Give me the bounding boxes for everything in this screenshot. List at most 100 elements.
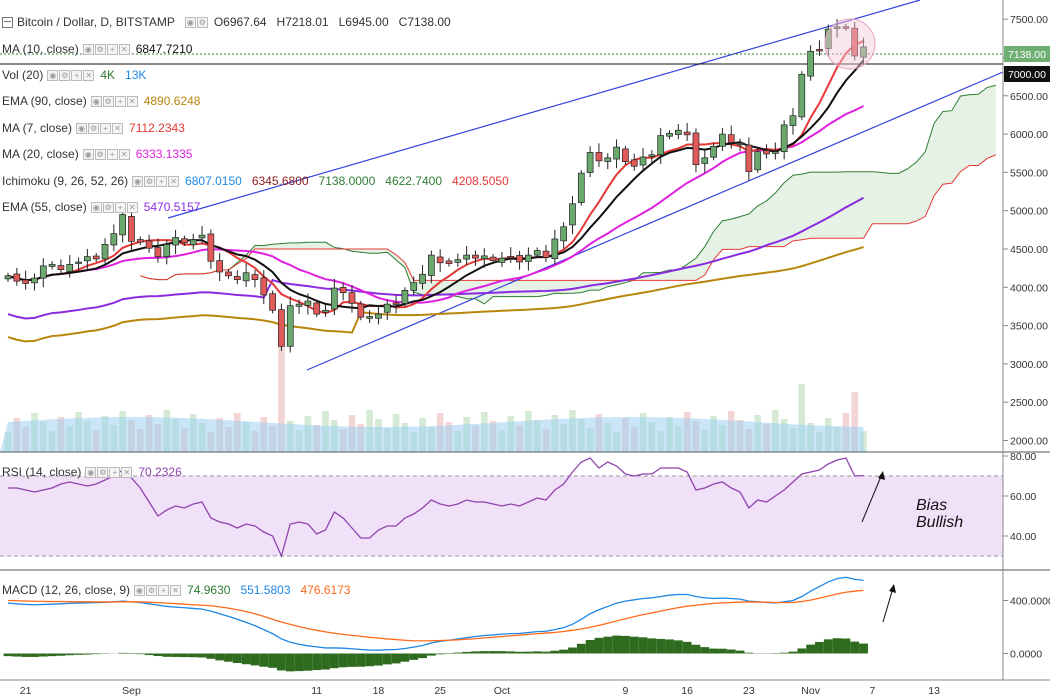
macd-label[interactable]: MACD (12, 26, close, 9) [2, 583, 131, 597]
macd-histogram-bar [612, 635, 621, 654]
add-icon[interactable]: + [114, 201, 126, 213]
macd-histogram-bar [153, 653, 163, 657]
settings-icon[interactable]: ⚙ [97, 466, 109, 478]
macd-panel[interactable] [3, 576, 896, 672]
close-icon[interactable]: ✕ [83, 69, 95, 81]
close-icon[interactable]: ✕ [118, 43, 130, 55]
macd-histogram-bar [285, 653, 295, 672]
close-icon[interactable]: ✕ [112, 122, 124, 134]
candle [304, 293, 312, 315]
add-icon[interactable]: + [109, 466, 121, 478]
eye-icon[interactable]: ◉ [184, 16, 196, 28]
indicator-value: 7112.2343 [129, 121, 185, 135]
macd-histogram-bar [532, 651, 542, 654]
add-icon[interactable]: + [71, 69, 83, 81]
close-icon[interactable]: ✕ [126, 201, 138, 213]
indicator-name[interactable]: MA (7, close) [2, 121, 73, 135]
eye-icon[interactable]: ◉ [132, 175, 144, 187]
macd-histogram-bar [30, 653, 39, 657]
indicator-name[interactable]: MA (20, close) [2, 147, 79, 161]
candle-body [401, 290, 409, 304]
bias-annotation: Bias Bullish [916, 497, 963, 531]
legend-buttons[interactable]: ◉ ⚙ + ✕ [90, 201, 138, 213]
settings-icon[interactable]: ⚙ [144, 175, 156, 187]
legend-buttons[interactable]: ◉ ⚙ + ✕ [132, 175, 180, 187]
candle-body [507, 255, 515, 259]
settings-icon[interactable]: ⚙ [196, 16, 208, 28]
legend-buttons[interactable]: ◉ ⚙ + ✕ [82, 43, 130, 55]
candle [207, 229, 215, 269]
candle [242, 263, 250, 287]
candle-body [57, 265, 65, 271]
eye-icon[interactable]: ◉ [82, 43, 94, 55]
legend-buttons[interactable]: ◉ ⚙ [184, 16, 208, 28]
x-tick-label: 25 [434, 685, 446, 697]
close-icon[interactable]: ✕ [118, 148, 130, 160]
close-icon[interactable]: ✕ [121, 466, 133, 478]
macd-histogram-bar [638, 637, 648, 654]
add-icon[interactable]: + [156, 175, 168, 187]
macd-histogram-bar [277, 653, 286, 671]
candle [666, 130, 673, 140]
legend-buttons[interactable]: ◉ ⚙ + ✕ [85, 466, 133, 478]
x-tick-label: Sep [122, 685, 141, 697]
macd-histogram-bar [329, 653, 339, 669]
rsi-label[interactable]: RSI (14, close) [2, 465, 82, 479]
candle-body [701, 157, 709, 164]
eye-icon[interactable]: ◉ [85, 466, 97, 478]
settings-icon[interactable]: ⚙ [146, 584, 158, 596]
close-icon[interactable]: ✕ [126, 95, 138, 107]
indicator-name[interactable]: EMA (90, close) [2, 94, 87, 108]
add-icon[interactable]: + [114, 95, 126, 107]
settings-icon[interactable]: ⚙ [94, 43, 106, 55]
eye-icon[interactable]: ◉ [90, 201, 102, 213]
add-icon[interactable]: + [106, 43, 118, 55]
macd-legend: MACD (12, 26, close, 9) ◉ ⚙ + ✕ 74.9630 551… [2, 581, 361, 599]
indicator-name[interactable]: Ichimoku (9, 26, 52, 26) [2, 174, 129, 188]
indicator-name[interactable]: Vol (20) [2, 68, 44, 82]
candle [339, 282, 347, 301]
settings-icon[interactable]: ⚙ [102, 95, 114, 107]
eye-icon[interactable]: ◉ [82, 148, 94, 160]
candle-body [525, 254, 532, 262]
rsi-panel[interactable] [0, 457, 1003, 558]
close-icon[interactable]: ✕ [168, 175, 180, 187]
settings-icon[interactable]: ⚙ [94, 148, 106, 160]
legend-buttons[interactable]: ◉ ⚙ + ✕ [90, 95, 138, 107]
collapse-icon[interactable] [2, 16, 13, 28]
candle [428, 250, 435, 284]
price-panel[interactable] [0, 0, 1004, 452]
settings-icon[interactable]: ⚙ [102, 201, 114, 213]
candle [410, 276, 418, 295]
eye-icon[interactable]: ◉ [90, 95, 102, 107]
close-icon[interactable]: ✕ [170, 584, 182, 596]
macd-hist-value: 74.9630 [187, 583, 231, 597]
eye-icon[interactable]: ◉ [47, 69, 59, 81]
eye-icon[interactable]: ◉ [134, 584, 146, 596]
candle-body [163, 244, 171, 257]
candle-body [454, 259, 462, 263]
add-icon[interactable]: + [106, 148, 118, 160]
legend-buttons[interactable]: ◉ ⚙ + ✕ [47, 69, 95, 81]
legend-buttons[interactable]: ◉ ⚙ + ✕ [76, 122, 124, 134]
candle-body [648, 154, 656, 157]
ma20-line [7, 105, 864, 304]
add-icon[interactable]: + [158, 584, 170, 596]
settings-icon[interactable]: ⚙ [59, 69, 71, 81]
symbol-title[interactable]: Bitcoin / Dollar, D, BITSTAMP [17, 15, 175, 29]
legend-buttons[interactable]: ◉ ⚙ + ✕ [134, 584, 182, 596]
eye-icon[interactable]: ◉ [76, 122, 88, 134]
rsi-legend: RSI (14, close) ◉ ⚙ + ✕ 70.2326 [2, 463, 192, 481]
indicator-name[interactable]: MA (10, close) [2, 42, 79, 56]
macd-histogram-bar [726, 649, 736, 654]
legend-buttons[interactable]: ◉ ⚙ + ✕ [82, 148, 130, 160]
settings-icon[interactable]: ⚙ [88, 122, 100, 134]
indicator-name[interactable]: EMA (55, close) [2, 200, 87, 214]
candle-body [569, 203, 576, 226]
candle [260, 270, 268, 305]
candle [498, 252, 506, 267]
candle [198, 226, 206, 245]
candle [75, 257, 82, 271]
add-icon[interactable]: + [100, 122, 112, 134]
